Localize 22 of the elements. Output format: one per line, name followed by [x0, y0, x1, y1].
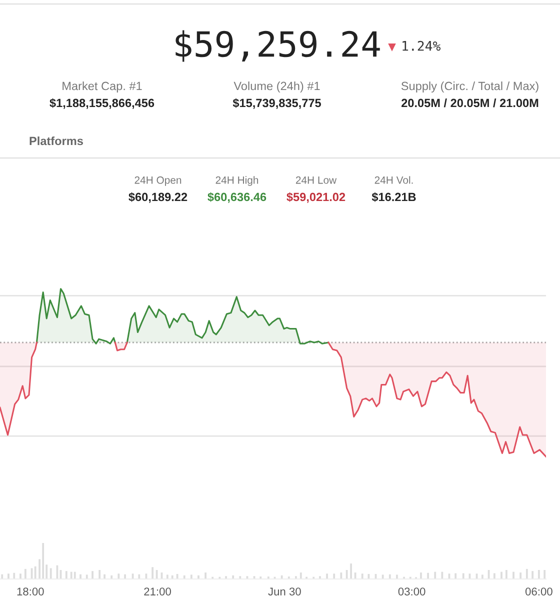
text: Platforms [30, 136, 83, 146]
text: Supply (Circ. / Total / Max) [401, 82, 538, 92]
text: $60,636.46 [208, 192, 266, 203]
x-tick-label: 18:00 [17, 588, 44, 596]
text: $15,739,835,775 [232, 98, 321, 109]
text: Market Cap. #1 [62, 82, 142, 92]
text: $1,188,155,866,456 [50, 98, 154, 109]
text: $59,021.02 [286, 192, 346, 203]
text: $60,189.22 [128, 192, 188, 203]
x-tick-label: 21:00 [144, 588, 171, 596]
text: 24H High [216, 176, 258, 186]
text: Volume (24h) #1 [234, 82, 320, 92]
text: 20.05M / 20.05M / 21.00M [402, 98, 538, 108]
text: $59,259.24 [176, 30, 380, 62]
text: 24H Low [296, 176, 337, 184]
x-tick-label: Jun 30 [268, 588, 301, 596]
text: 24H Vol. [374, 176, 413, 184]
text: 1.24% [402, 40, 441, 51]
x-tick-label: 06:00 [525, 588, 552, 596]
text: $16.21B [372, 192, 416, 202]
x-tick-label: 03:00 [398, 588, 426, 596]
text: 24H Open [134, 176, 182, 186]
